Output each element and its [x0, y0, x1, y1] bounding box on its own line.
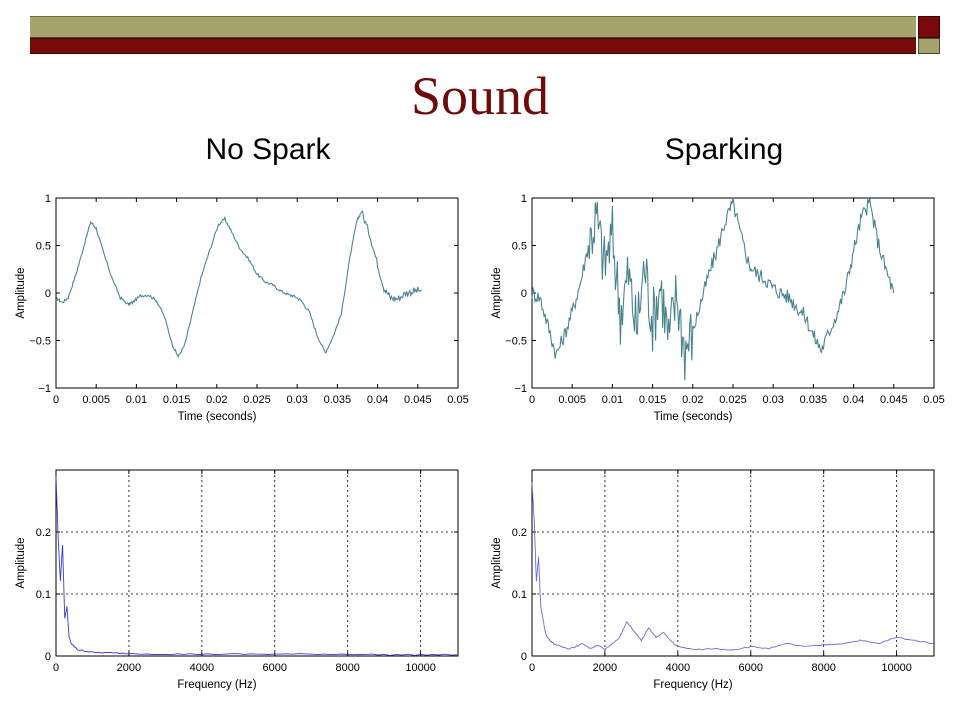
x-axis-title: Frequency (Hz)	[653, 679, 732, 691]
title-bar-decoration	[30, 16, 916, 54]
x-tick-label: 0.02	[206, 394, 227, 406]
x-tick-label: 0.005	[82, 394, 110, 406]
x-tick-label: 8000	[811, 662, 835, 674]
y-tick-label: 0.2	[512, 527, 527, 539]
x-tick-label: 0.035	[800, 394, 828, 406]
y-tick-label: −0.5	[505, 336, 527, 348]
x-tick-label: 0.025	[243, 394, 271, 406]
x-tick-label: 4000	[190, 662, 214, 674]
title-bar-olive-stripe	[30, 16, 916, 38]
time-domain-chart-sparking: 0 0.005 0.01 0.015 0.02 0.025 0.03 0.035 0.04 0.0…	[491, 193, 945, 423]
x-tick-label: 0	[53, 662, 59, 674]
series-line-overlay	[55, 210, 422, 358]
x-tick-label: 0.025	[719, 394, 747, 406]
x-axis-title: Time (seconds)	[178, 411, 257, 423]
x-tick-label: 0.01	[602, 394, 623, 406]
y-axis-title: Amplitude	[491, 267, 503, 318]
x-tick-label: 0	[529, 394, 535, 406]
y-tick-label: 0.2	[36, 527, 51, 539]
x-tick-label: 6000	[263, 662, 287, 674]
series-line	[55, 476, 458, 656]
y-tick-label: 1	[45, 193, 51, 205]
x-tick-label: 0.04	[367, 394, 388, 406]
x-tick-label: 6000	[739, 662, 763, 674]
series-line-overlay	[531, 197, 895, 381]
x-tick-label: 0.015	[639, 394, 667, 406]
x-tick-label: 0.015	[163, 394, 191, 406]
plot-frame	[55, 469, 459, 657]
x-tick-label: 2000	[593, 662, 617, 674]
y-tick-label: −0.5	[29, 336, 51, 348]
title-bar-maroon-stripe	[30, 38, 916, 54]
y-tick-label: 0.1	[512, 589, 527, 601]
plot-frame	[531, 469, 935, 657]
x-tick-label: 0.05	[447, 394, 468, 406]
x-tick-label: 10000	[405, 662, 436, 674]
y-tick-label: 1	[521, 193, 527, 205]
y-tick-label: 0	[45, 288, 51, 300]
y-tick-label: −1	[38, 383, 51, 395]
series-line	[531, 482, 934, 651]
y-tick-label: −1	[514, 383, 527, 395]
y-tick-label: 0	[45, 651, 51, 663]
x-tick-label: 0.045	[880, 394, 908, 406]
y-tick-label: 0	[521, 651, 527, 663]
sparking-label: Sparking	[664, 133, 784, 166]
x-tick-label: 0.01	[126, 394, 147, 406]
corner-square-bottom	[918, 38, 940, 54]
no-spark-label: No Spark	[205, 133, 331, 166]
x-tick-label: 0.035	[324, 394, 352, 406]
x-axis-title: Time (seconds)	[654, 411, 733, 423]
x-tick-label: 0.04	[843, 394, 864, 406]
y-tick-label: 0.5	[512, 241, 527, 253]
x-tick-label: 0.045	[404, 394, 432, 406]
x-tick-label: 0.005	[558, 394, 586, 406]
x-tick-label: 0	[529, 662, 535, 674]
y-axis-title: Amplitude	[15, 267, 27, 318]
x-tick-label: 0.03	[762, 394, 783, 406]
x-axis-title: Frequency (Hz)	[177, 679, 256, 691]
x-tick-label: 0.05	[923, 394, 944, 406]
time-domain-chart-no-spark: 0 0.005 0.01 0.015 0.02 0.025 0.03 0.035 0.04 0.0…	[15, 193, 469, 423]
frequency-spectrum-chart-no-spark: 0 2000 4000 6000 8000 10000 0 0.1 0.2 Frequency (…	[15, 469, 459, 691]
plot-frame	[55, 197, 459, 389]
slide-title: Sound	[410, 66, 550, 126]
y-axis-title: Amplitude	[15, 537, 27, 588]
x-tick-label: 0	[53, 394, 59, 406]
x-tick-label: 10000	[881, 662, 912, 674]
y-tick-label: 0.1	[36, 589, 51, 601]
y-tick-label: 0.5	[36, 241, 51, 253]
y-axis-title: Amplitude	[491, 537, 503, 588]
x-tick-label: 0.03	[286, 394, 307, 406]
x-tick-label: 8000	[335, 662, 359, 674]
y-tick-label: 0	[521, 288, 527, 300]
x-tick-label: 4000	[666, 662, 690, 674]
corner-square-top	[918, 16, 940, 38]
x-tick-label: 2000	[117, 662, 141, 674]
x-tick-label: 0.02	[682, 394, 703, 406]
frequency-spectrum-chart-sparking: 0 2000 4000 6000 8000 10000 0 0.1 0.2 Frequency (…	[491, 469, 935, 691]
